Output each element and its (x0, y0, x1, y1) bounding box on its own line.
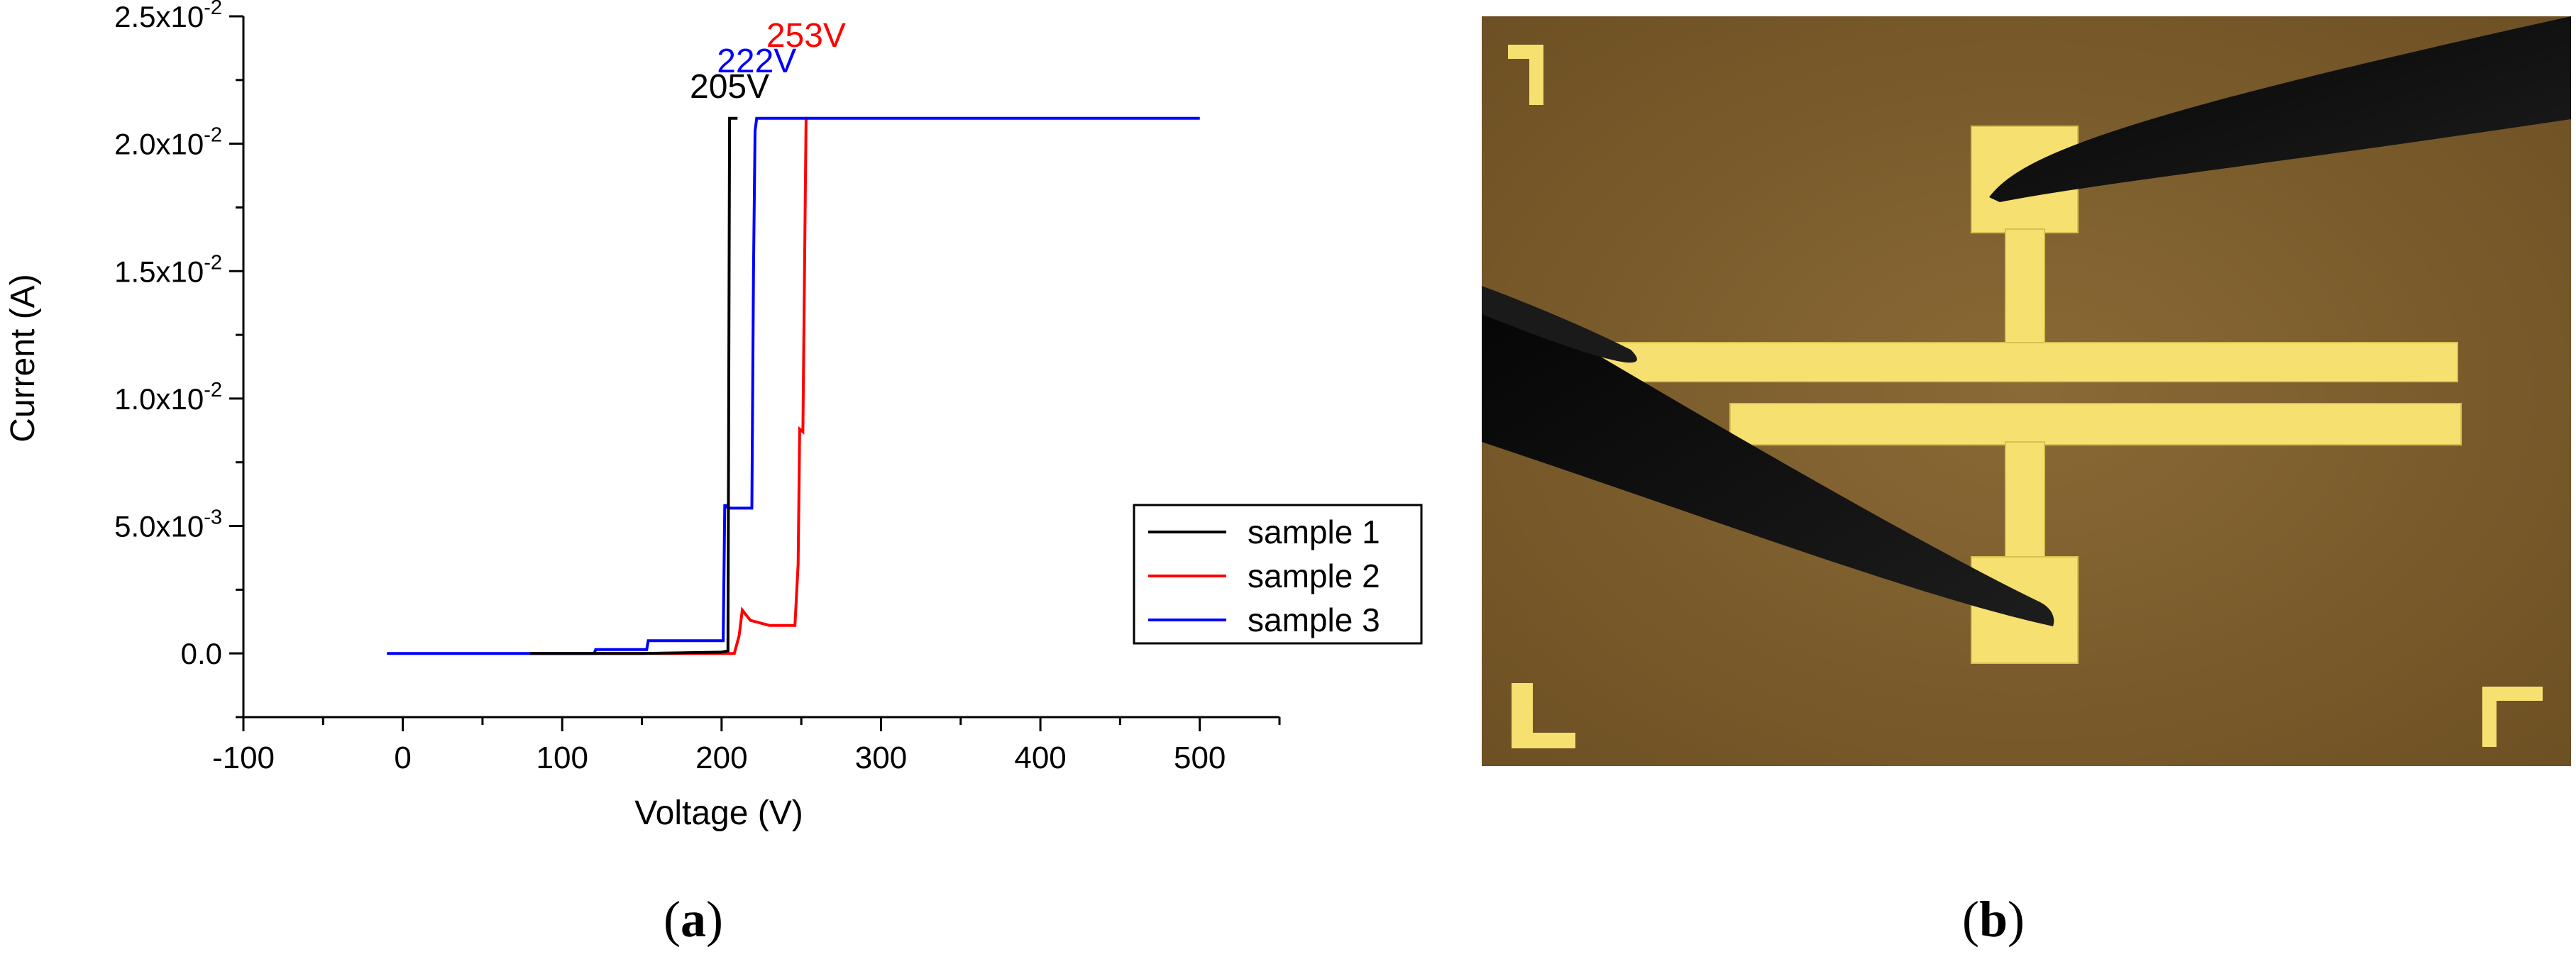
series-line-sample-1 (530, 116, 738, 655)
x-tick-label: 300 (855, 741, 907, 775)
x-tick-label: 500 (1174, 741, 1226, 775)
alignment-mark-top-left (1508, 45, 1543, 105)
lower-bar (1729, 403, 2462, 445)
y-tick-label: 2.5x10-2 (114, 0, 222, 33)
y-tick-label: 1.0x10-2 (114, 379, 222, 416)
panel-label-b-letter: b (1978, 891, 2008, 948)
chart-legend: sample 1 sample 2 sample 3 (1133, 504, 1423, 645)
alignment-mark-bottom-left (1512, 683, 1575, 748)
chart-axes: -100 0 100 200 300 400 500 0.0 5.0x10-3 1.0x10-2 1… (4, 0, 1281, 832)
legend-label: sample 3 (1248, 602, 1380, 638)
x-tick-label: 400 (1014, 741, 1066, 775)
x-axis-title: Voltage (V) (634, 794, 803, 832)
probe-needle-top (1989, 16, 2571, 202)
x-tick-label: 0 (394, 741, 411, 775)
chart-series-group (387, 116, 1200, 655)
panel-label-a-letter: a (680, 891, 706, 948)
x-tick-label: -100 (212, 741, 275, 775)
y-tick-label: 1.5x10-2 (114, 251, 222, 288)
panel-label-b: (b) (1962, 891, 2025, 948)
x-tick-label: 200 (695, 741, 747, 775)
panel-label-a: (a) (664, 891, 723, 948)
legend-label: sample 1 (1248, 514, 1380, 550)
y-tick-label: 2.0x10-2 (114, 124, 222, 161)
test-structure (1595, 126, 2462, 664)
y-axis-title: Current (A) (4, 274, 42, 442)
iv-chart: -100 0 100 200 300 400 500 0.0 5.0x10-3 1.0x10-2 1… (4, 0, 1423, 832)
x-tick-label: 100 (536, 741, 588, 775)
upper-bar (1595, 342, 2458, 382)
probe-needle-bottom (1482, 286, 2054, 626)
alignment-mark-bottom-right (2482, 687, 2543, 747)
series-line-sample-3 (387, 116, 1200, 655)
y-tick-label: 0.0 (181, 637, 222, 670)
peak-annotation-label: 253V (766, 17, 846, 55)
peak-annotation-label: 205V (690, 68, 769, 106)
y-tick-label: 5.0x10-3 (114, 506, 222, 543)
alignment-marks (1508, 45, 2543, 748)
peak-annotation-label: 222V (717, 43, 796, 80)
legend-label: sample 2 (1248, 558, 1380, 594)
device-photo (1482, 16, 2571, 766)
series-line-sample-2 (530, 116, 808, 655)
